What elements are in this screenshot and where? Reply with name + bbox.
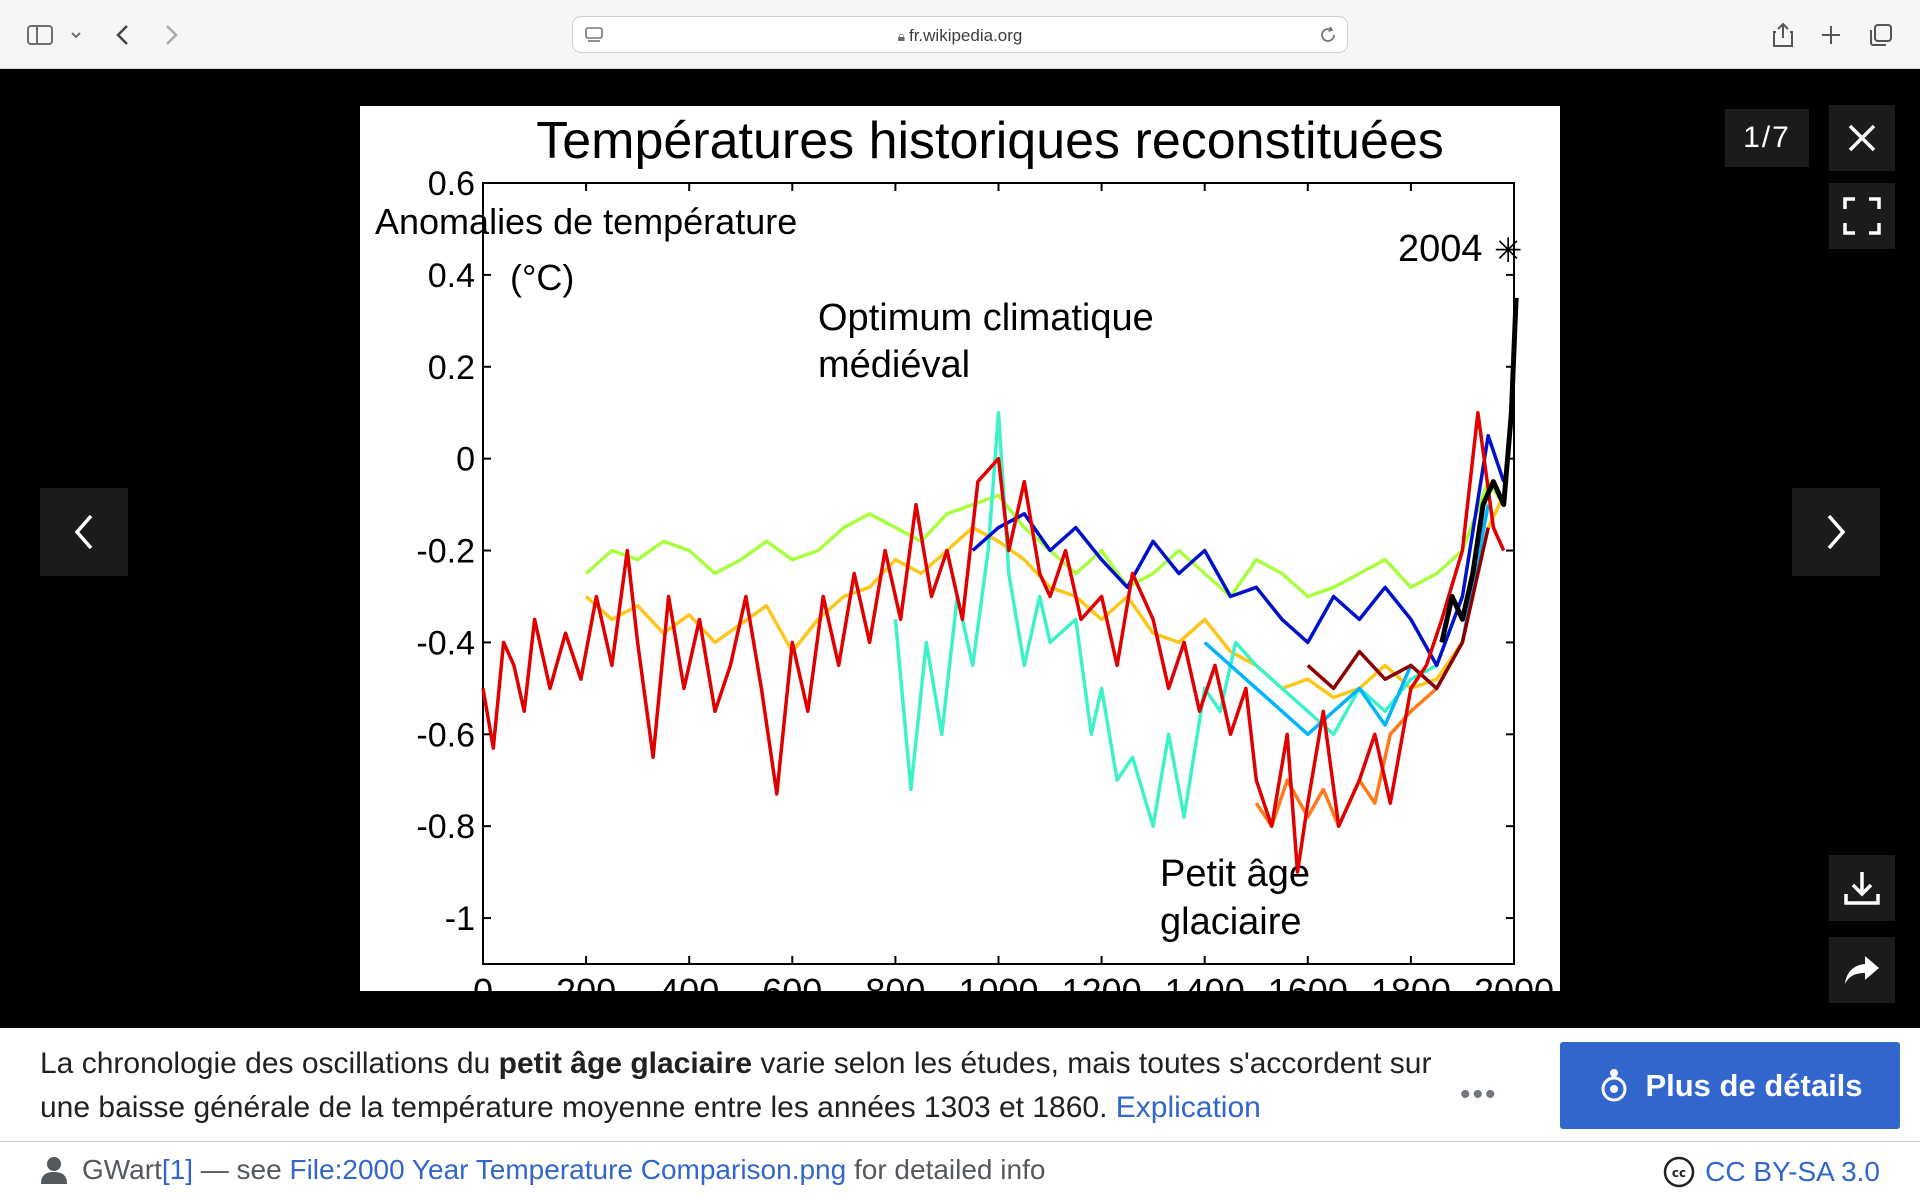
temperature-chart: Températures historiques reconstituées A…: [375, 112, 1554, 991]
y-axis-label-line1: Anomalies de température: [375, 201, 797, 242]
lock-icon: 🔒︎: [897, 28, 909, 44]
annotation-star: ✳: [1494, 231, 1523, 271]
author-name: GWart: [82, 1154, 162, 1185]
chart-series: [481, 297, 1519, 874]
x-tick-label: 200: [556, 971, 616, 991]
y-tick-label: 0.4: [428, 257, 475, 295]
caption-bold-link[interactable]: petit âge glaciaire: [498, 1047, 753, 1080]
tabs-overview-icon[interactable]: [1866, 18, 1896, 52]
x-tick-label: 2000: [1474, 971, 1554, 991]
download-icon: [1844, 872, 1880, 905]
annotation-2004: 2004: [1398, 228, 1483, 270]
x-tick-label: 400: [659, 971, 719, 991]
url-text: 🔒︎ fr.wikipedia.org: [573, 26, 1347, 46]
chevron-left-icon: [74, 514, 93, 550]
close-icon: [1848, 124, 1876, 152]
fullscreen-icon: [1843, 197, 1881, 235]
wikimedia-icon: [1601, 1068, 1627, 1101]
chart-title: Températures historiques reconstituées: [536, 112, 1444, 170]
fullscreen-button[interactable]: [1829, 183, 1895, 249]
chart-figure: Températures historiques reconstituées A…: [360, 106, 1560, 991]
file-page-link[interactable]: File:2000 Year Temperature Comparison.pn…: [289, 1154, 847, 1185]
download-button[interactable]: [1829, 855, 1895, 921]
url-label: fr.wikipedia.org: [908, 26, 1023, 45]
x-tick-label: 1000: [958, 971, 1038, 991]
svg-text:cc: cc: [1672, 1166, 1686, 1180]
chart-axes: 0 200 400 600 800 1000 1200 1400 1600 1800 2000 0.6…: [416, 165, 1554, 991]
x-tick-label: 1200: [1062, 971, 1142, 991]
y-tick-label: -1: [445, 900, 475, 938]
y-tick-label: 0: [456, 441, 475, 479]
image-caption: La chronologie des oscillations du petit…: [40, 1042, 1480, 1130]
image-counter-text: 1/7: [1743, 121, 1791, 154]
creative-commons-icon: cc: [1663, 1156, 1695, 1188]
annotation-medieval-line2: médiéval: [818, 344, 970, 386]
x-tick-label: 600: [762, 971, 822, 991]
previous-image-button[interactable]: [40, 488, 128, 576]
caption-text-1: La chronologie des oscillations du: [40, 1047, 499, 1080]
share-icon[interactable]: [1768, 18, 1798, 52]
reload-icon[interactable]: [1317, 25, 1339, 45]
annotation-little-ice-age-line1: Petit âge: [1160, 853, 1310, 895]
page-menu-icon[interactable]: [583, 25, 605, 45]
caption-text-2: varie selon les études, mais toutes s'ac…: [40, 1047, 1432, 1124]
close-button[interactable]: [1829, 105, 1895, 171]
annotation-medieval-line1: Optimum climatique: [818, 297, 1154, 339]
series-line: [481, 410, 1506, 874]
y-tick-label: 0.2: [428, 349, 475, 387]
attribution-suffix: for detailed info: [846, 1154, 1046, 1185]
annotation-little-ice-age-line2: glaciaire: [1160, 901, 1302, 943]
share-button[interactable]: [1829, 937, 1895, 1003]
y-tick-label: -0.2: [416, 533, 475, 571]
browser-toolbar: 🔒︎ fr.wikipedia.org: [0, 0, 1920, 69]
chevron-right-icon: [1827, 514, 1846, 550]
explanation-link[interactable]: Explication: [1115, 1091, 1261, 1124]
author-ref-link[interactable]: [1]: [161, 1154, 193, 1185]
series-line: [584, 494, 1506, 700]
forward-icon[interactable]: [156, 18, 186, 52]
series-line: [893, 410, 1438, 828]
divider: [0, 1141, 1920, 1142]
share-arrow-icon: [1845, 956, 1879, 984]
new-tab-icon[interactable]: [1816, 18, 1846, 52]
x-tick-label: 0: [473, 971, 493, 991]
sidebar-icon[interactable]: [24, 20, 84, 50]
y-tick-label: -0.8: [416, 808, 475, 846]
attribution: GWart[1] — see File:2000 Year Temperatur…: [40, 1154, 1045, 1186]
back-icon[interactable]: [108, 18, 138, 52]
x-tick-label: 1400: [1165, 971, 1245, 991]
x-tick-label: 1800: [1371, 971, 1451, 991]
series-line: [1306, 527, 1490, 691]
caption-panel: La chronologie des oscillations du petit…: [0, 1028, 1920, 1200]
more-details-label: Plus de détails: [1645, 1067, 1863, 1103]
more-options-icon[interactable]: •••: [1460, 1078, 1498, 1111]
x-tick-label: 800: [865, 971, 925, 991]
more-details-button[interactable]: Plus de détails: [1560, 1042, 1900, 1129]
image-counter: 1/7: [1725, 109, 1809, 167]
x-tick-label: 1600: [1268, 971, 1348, 991]
series-line: [971, 433, 1506, 668]
license-label: CC BY-SA 3.0: [1705, 1156, 1880, 1187]
series-line: [1439, 297, 1519, 643]
license-link[interactable]: cc CC BY-SA 3.0: [1663, 1156, 1880, 1188]
attribution-separator: — see: [192, 1154, 290, 1185]
y-tick-label: -0.6: [416, 716, 475, 754]
media-viewer: Températures historiques reconstituées A…: [0, 69, 1920, 1028]
y-tick-label: 0.6: [428, 165, 475, 203]
next-image-button[interactable]: [1792, 488, 1880, 576]
address-bar[interactable]: 🔒︎ fr.wikipedia.org: [572, 16, 1348, 53]
user-icon: [41, 1157, 67, 1184]
y-tick-label: -0.4: [416, 624, 475, 662]
y-axis-label-line2: (°C): [510, 257, 574, 298]
